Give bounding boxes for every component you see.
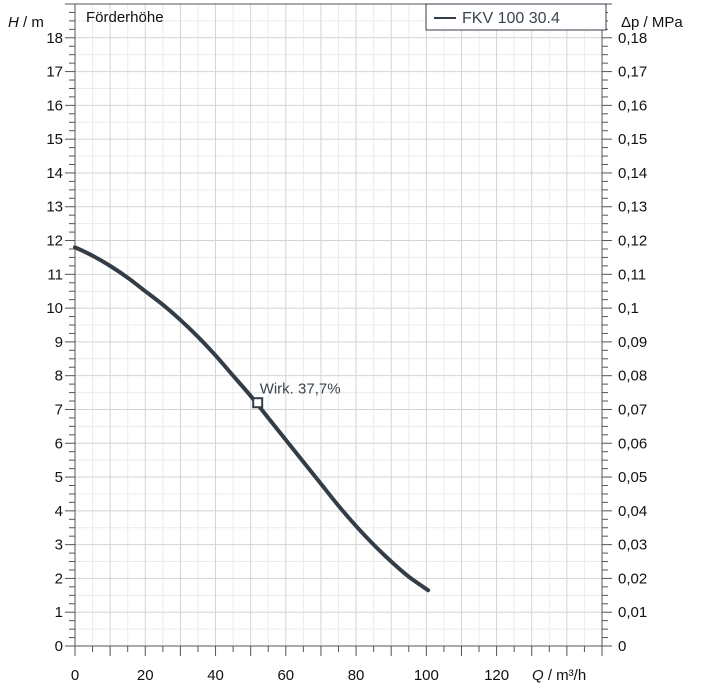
- series-layer: [73, 245, 431, 593]
- y-tick-label: 12: [46, 233, 63, 250]
- y2-tick-label: 0,01: [618, 604, 647, 621]
- y-axis-title: H / m: [8, 14, 44, 31]
- y-tick-label: 13: [46, 199, 63, 216]
- y-tick-label: 18: [46, 30, 63, 47]
- y-tick-label: 5: [55, 469, 63, 486]
- y-tick-label: 10: [46, 300, 63, 317]
- y2-tick-label: 0: [618, 638, 626, 655]
- x-tick-label: 60: [277, 667, 294, 684]
- series-line: [73, 245, 431, 593]
- y-tick-label: 4: [55, 503, 63, 520]
- y-tick-label: 15: [46, 131, 63, 148]
- y-axis-unit: / m: [19, 14, 44, 31]
- y2-tick-label: 0,17: [618, 64, 647, 81]
- minor-grid: [75, 4, 602, 646]
- y-tick-label: 9: [55, 334, 63, 351]
- legend-label: FKV 100 30.4: [462, 10, 560, 27]
- x-axis-unit: / m³/h: [544, 667, 587, 684]
- y2-tick-label: 0,04: [618, 503, 647, 520]
- y-tick-label: 1: [55, 604, 63, 621]
- y-tick-label: 2: [55, 570, 63, 587]
- y2-tick-label: 0,15: [618, 131, 647, 148]
- x-tick-label: 120: [484, 667, 509, 684]
- y2-tick-label: 0,08: [618, 368, 647, 385]
- y2-tick-label: 0,1: [618, 300, 639, 317]
- y2-axis-ticks: 0 0,01 0,02 0,03 0,04 0,05 0,06 0,07 0,08 0,09 0,1…: [602, 3, 647, 655]
- x-tick-label: 0: [71, 667, 79, 684]
- x-axis-title: Q / m³/h: [532, 667, 586, 684]
- x-tick-label: 20: [137, 667, 154, 684]
- efficiency-label: Wirk. 37,7%: [260, 381, 341, 398]
- x-tick-label: 100: [414, 667, 439, 684]
- y-tick-label: 3: [55, 537, 63, 554]
- y-tick-label: 8: [55, 368, 63, 385]
- x-tick-label: 40: [207, 667, 224, 684]
- y-tick-label: 11: [47, 266, 63, 283]
- y2-tick-label: 0,07: [618, 401, 647, 418]
- y2-tick-label: 0,12: [618, 233, 647, 250]
- y2-axis-title: Δp / MPa: [621, 14, 683, 31]
- y2-tick-label: 0,03: [618, 537, 647, 554]
- y-axis-var: H: [8, 14, 19, 31]
- y2-tick-label: 0,06: [618, 435, 647, 452]
- x-axis-var: Q: [532, 667, 544, 684]
- x-tick-label: 80: [348, 667, 365, 684]
- chart-title: Förderhöhe: [86, 9, 164, 26]
- y2-tick-label: 0,09: [618, 334, 647, 351]
- y-tick-label: 16: [46, 97, 63, 114]
- y2-tick-label: 0,14: [618, 165, 647, 182]
- y2-axis-var: Δp: [621, 14, 639, 31]
- y2-tick-label: 0,13: [618, 199, 647, 216]
- y2-tick-label: 0,18: [618, 30, 647, 47]
- y2-tick-label: 0,16: [618, 97, 647, 114]
- y-tick-label: 7: [55, 401, 63, 418]
- y2-tick-label: 0,05: [618, 469, 647, 486]
- y-tick-label: 0: [55, 638, 63, 655]
- y2-axis-unit: / MPa: [639, 14, 683, 31]
- efficiency-marker: [252, 397, 264, 409]
- y2-tick-label: 0,02: [618, 570, 647, 587]
- y-tick-label: 6: [55, 435, 63, 452]
- y-tick-label: 14: [46, 165, 63, 182]
- legend: FKV 100 30.4: [425, 3, 607, 31]
- y-tick-label: 17: [46, 64, 63, 81]
- annotation-layer: Wirk. 37,7%: [252, 381, 341, 409]
- x-axis-ticks: 0 20 40 60 80 100 120: [71, 646, 603, 684]
- y2-tick-label: 0,11: [618, 266, 646, 283]
